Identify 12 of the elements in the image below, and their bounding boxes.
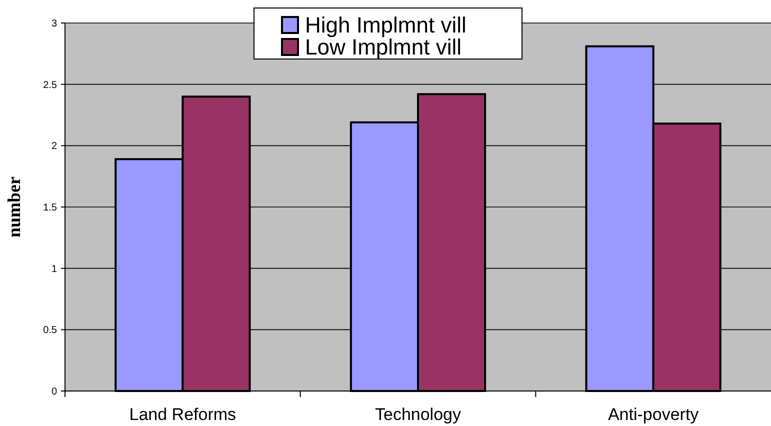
y-tick-label: 0.5 (43, 325, 58, 336)
x-tick-label: Technology (374, 405, 462, 424)
y-tick-label: 2.5 (43, 80, 58, 91)
y-tick-label: 1.5 (43, 202, 58, 214)
y-tick-label: 2 (51, 141, 58, 152)
legend-label: High Implmnt vill (305, 12, 466, 38)
x-tick-label: Anti-poverty (608, 405, 700, 424)
x-tick-label: Land Reforms (129, 405, 236, 424)
y-tick-label: 0 (51, 386, 58, 398)
y-tick-label: 1 (51, 264, 58, 275)
y-axis-title: number (4, 176, 24, 238)
y-tick-label: 3 (51, 18, 58, 30)
